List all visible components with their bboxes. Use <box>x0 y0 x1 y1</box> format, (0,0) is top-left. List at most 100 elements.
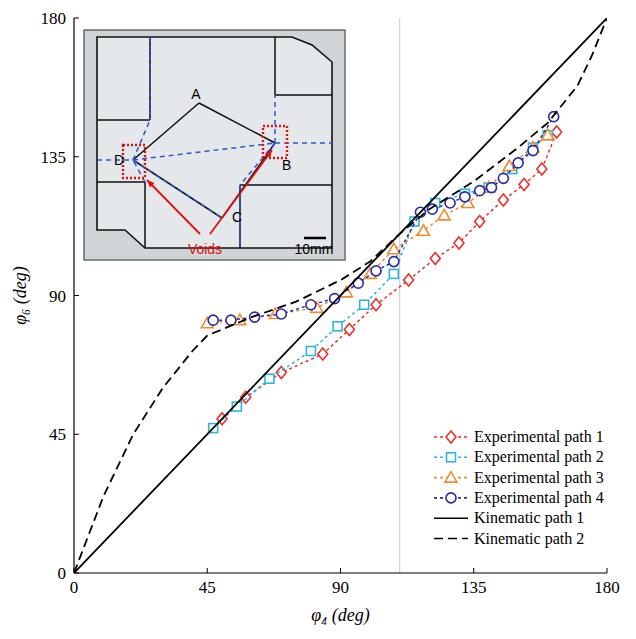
sheet <box>97 37 332 248</box>
annotation: C <box>232 209 242 225</box>
legend-marker <box>447 453 456 462</box>
series-marker <box>498 173 508 183</box>
series-marker <box>445 198 455 208</box>
fold-line <box>149 37 151 120</box>
y-tick <box>74 295 79 296</box>
fold-line <box>133 160 222 218</box>
series-marker <box>552 126 562 138</box>
y-tick <box>74 18 79 19</box>
series-marker <box>498 194 508 206</box>
arrow-head <box>265 150 272 158</box>
legend-label: Kinematic path 2 <box>474 530 584 548</box>
fold-line <box>149 37 151 120</box>
x-tick-label: 135 <box>461 578 487 597</box>
x-tick-label: 180 <box>594 578 620 597</box>
series-marker <box>542 129 554 140</box>
series-marker <box>475 216 485 228</box>
series-line <box>74 18 607 573</box>
legend: Experimental path 1 Experimental path 2 Ex… <box>434 428 604 548</box>
y-axis-title: φ₆ (deg) <box>10 266 31 325</box>
legend-label: Experimental path 4 <box>474 489 604 507</box>
legend-label: Kinematic path 1 <box>474 509 584 527</box>
x-tick <box>207 568 208 573</box>
annotation: Voids <box>188 241 222 257</box>
series-marker <box>265 374 274 383</box>
reference-line <box>399 18 400 573</box>
series-marker <box>513 158 523 168</box>
fold-line <box>274 95 276 143</box>
legend-marker <box>446 431 456 443</box>
series-marker <box>340 286 352 297</box>
x-tick <box>607 568 608 573</box>
annotation: A <box>191 86 201 102</box>
x-tick <box>340 568 341 573</box>
void-box <box>123 145 145 178</box>
series-marker <box>276 309 286 319</box>
legend-label: Experimental path 1 <box>474 428 604 446</box>
inset: A B C D Voids 10mm <box>84 30 345 260</box>
fold-line <box>97 119 150 121</box>
x-tick <box>473 568 474 573</box>
legend-swatch <box>434 517 468 519</box>
series-marker <box>318 348 328 360</box>
chart: 0459013518004590135180φ₄ (deg)φ₆ (deg)Ex… <box>0 0 636 639</box>
legend-label: Experimental path 3 <box>474 469 604 487</box>
series-marker <box>528 146 538 156</box>
fold-line <box>144 182 146 248</box>
fold-line <box>147 180 200 234</box>
void-box <box>263 126 287 158</box>
annotation: B <box>282 157 291 173</box>
arrow-head <box>147 180 154 187</box>
fold-line <box>240 143 275 185</box>
series-marker <box>306 300 316 310</box>
series-marker <box>344 323 354 335</box>
y-tick-label: 0 <box>58 564 67 583</box>
series-marker <box>430 253 440 265</box>
x-tick-label: 90 <box>332 578 349 597</box>
x-axis-title: φ₄ (deg) <box>311 605 370 626</box>
annotation: 10mm <box>295 241 334 257</box>
series-marker <box>389 269 398 278</box>
y-tick <box>74 434 79 435</box>
legend-swatch <box>434 538 468 540</box>
fold-line <box>133 103 199 160</box>
y-tick-label: 180 <box>41 9 67 28</box>
fold-line <box>240 184 332 186</box>
series-marker <box>460 192 470 202</box>
y-tick-label: 135 <box>41 148 67 167</box>
scale-bar <box>304 237 326 240</box>
series-marker <box>454 237 464 249</box>
fold-line <box>133 160 222 218</box>
fold-line <box>97 181 145 183</box>
series-marker <box>519 179 529 191</box>
x-tick-label: 0 <box>70 578 79 597</box>
fold-line <box>275 142 332 144</box>
legend-marker <box>446 493 456 503</box>
y-tick-label: 90 <box>49 287 66 306</box>
series <box>74 18 607 573</box>
series-marker <box>404 274 414 286</box>
series-marker <box>389 257 399 267</box>
fold-line <box>210 150 272 234</box>
fold-line <box>275 94 332 96</box>
legend-marker <box>445 472 457 483</box>
annotation: D <box>114 152 124 168</box>
series-marker <box>371 299 381 311</box>
series-marker <box>438 209 450 220</box>
fold-line <box>133 143 275 160</box>
series-marker <box>487 183 497 193</box>
series <box>74 18 607 573</box>
series-marker <box>333 322 342 331</box>
series-marker <box>226 315 236 325</box>
series-marker <box>475 186 485 196</box>
fold-line <box>133 120 150 160</box>
series-marker <box>537 163 547 175</box>
plot-area <box>74 18 607 573</box>
fold-line <box>274 37 276 95</box>
y-tick-label: 45 <box>49 425 66 444</box>
series-marker <box>306 347 315 356</box>
series-marker <box>360 300 369 309</box>
legend-label: Experimental path 2 <box>474 448 604 466</box>
inset-frame <box>84 30 345 260</box>
series-marker <box>371 266 381 276</box>
